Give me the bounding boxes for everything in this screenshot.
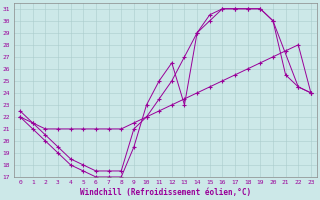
X-axis label: Windchill (Refroidissement éolien,°C): Windchill (Refroidissement éolien,°C) — [80, 188, 251, 197]
